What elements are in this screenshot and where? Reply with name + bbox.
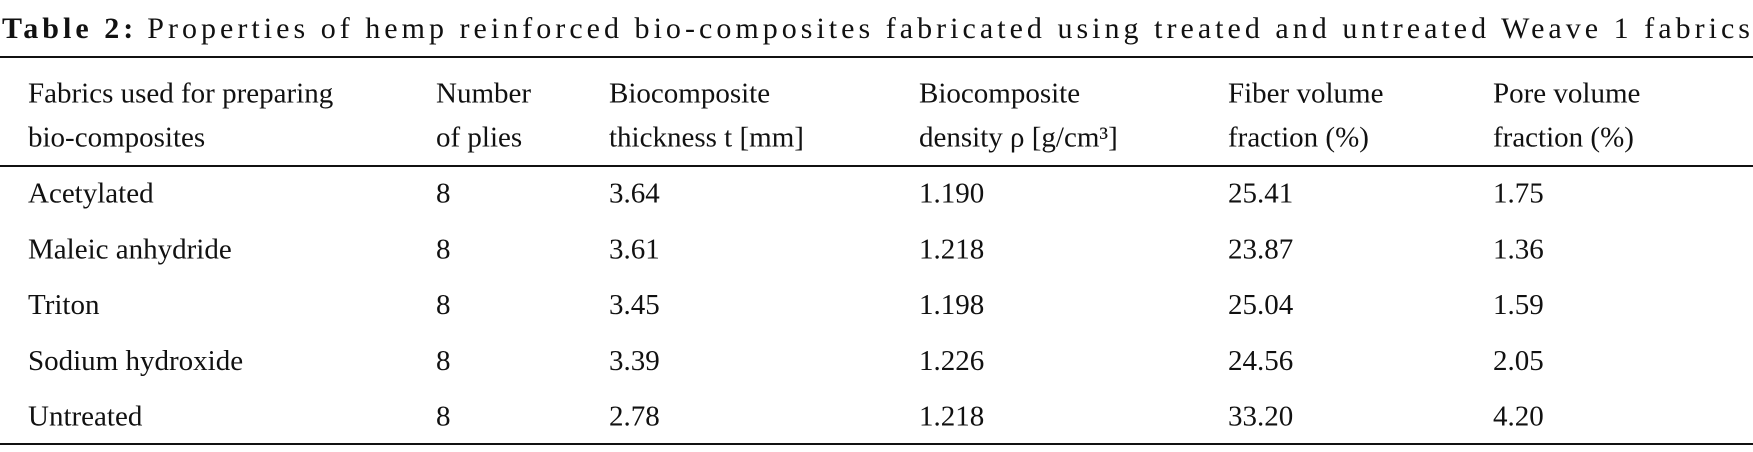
table-cell: 3.39 (609, 345, 660, 377)
header-cell: Fiber volume (1228, 78, 1383, 110)
table-cell: 8 (436, 289, 451, 321)
table-cell: 3.64 (609, 178, 660, 210)
table-cell: 8 (436, 178, 451, 210)
header-cell: density ρ [g/cm³] (919, 122, 1118, 154)
table-cell: 2.78 (609, 400, 660, 432)
table-cell: 1.198 (919, 289, 984, 321)
table-cell: 1.218 (919, 400, 984, 432)
table-cell: 1.226 (919, 345, 984, 377)
header-cell: fraction (%) (1493, 122, 1634, 154)
table-cell: 1.36 (1493, 233, 1544, 265)
header-cell: thickness t [mm] (609, 122, 804, 154)
header-cell: Biocomposite (609, 78, 770, 110)
table-cell: 8 (436, 345, 451, 377)
table-cell: Maleic anhydride (28, 233, 232, 265)
header-cell: Pore volume (1493, 78, 1640, 110)
table-cell: 1.218 (919, 233, 984, 265)
header-cell: Biocomposite (919, 78, 1080, 110)
header-cell: fraction (%) (1228, 122, 1369, 154)
table-cell: Triton (28, 289, 100, 321)
table-cell: 33.20 (1228, 400, 1293, 432)
table-cell: 1.59 (1493, 289, 1544, 321)
table-cell: Untreated (28, 400, 143, 432)
table-cell: 23.87 (1228, 233, 1293, 265)
caption-text: Properties of hemp reinforced bio-compos… (147, 12, 1750, 45)
table-cell: 3.45 (609, 289, 660, 321)
table-cell: Acetylated (28, 178, 154, 210)
table-cell: 4.20 (1493, 400, 1544, 432)
caption: Table 2: Properties of hemp reinforced bi… (2, 12, 1750, 45)
header-cell: of plies (436, 122, 522, 154)
header-cell: bio-composites (28, 122, 205, 154)
table-cell: 1.190 (919, 178, 984, 210)
header-cell: Number (436, 78, 531, 110)
caption-label: Table 2: (2, 12, 133, 45)
table-cell: 8 (436, 400, 451, 432)
table-cell: 8 (436, 233, 451, 265)
table-cell: 2.05 (1493, 345, 1544, 377)
table-cell: 25.41 (1228, 178, 1293, 210)
table-cell: Sodium hydroxide (28, 345, 243, 377)
table-cell: 24.56 (1228, 345, 1293, 377)
header-cell: Fabrics used for preparing (28, 78, 333, 110)
table-cell: 25.04 (1228, 289, 1294, 321)
table-cell: 3.61 (609, 233, 660, 265)
table-cell: 1.75 (1493, 178, 1544, 210)
